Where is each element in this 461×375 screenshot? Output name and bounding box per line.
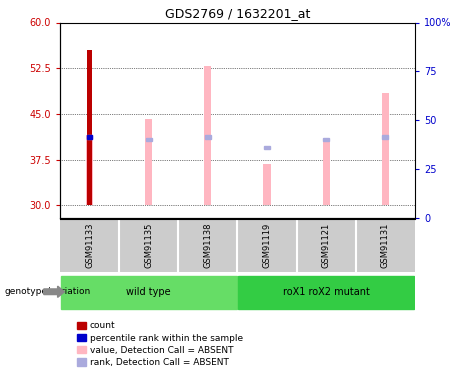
- Bar: [382, 93, 389, 206]
- Bar: [87, 135, 93, 139]
- Bar: [179, 220, 237, 272]
- Bar: [60, 220, 118, 272]
- Text: GSM91138: GSM91138: [203, 223, 213, 268]
- Bar: [86, 135, 93, 206]
- Bar: [382, 135, 388, 139]
- Text: GSM91119: GSM91119: [262, 223, 272, 268]
- Bar: [145, 119, 152, 206]
- Bar: [60, 276, 237, 309]
- Legend: count, percentile rank within the sample, value, Detection Call = ABSENT, rank, : count, percentile rank within the sample…: [74, 318, 247, 370]
- Bar: [120, 220, 177, 272]
- Text: GSM91121: GSM91121: [322, 223, 331, 268]
- Bar: [204, 66, 212, 206]
- Bar: [87, 135, 93, 139]
- Text: genotype/variation: genotype/variation: [5, 287, 91, 296]
- Bar: [205, 135, 211, 139]
- Bar: [323, 138, 329, 141]
- Text: wild type: wild type: [126, 287, 171, 297]
- Bar: [87, 50, 93, 206]
- Bar: [356, 220, 414, 272]
- Bar: [146, 138, 152, 141]
- Title: GDS2769 / 1632201_at: GDS2769 / 1632201_at: [165, 7, 310, 20]
- Text: GSM91133: GSM91133: [85, 223, 94, 268]
- Bar: [238, 276, 414, 309]
- Bar: [263, 164, 271, 206]
- Text: GSM91131: GSM91131: [381, 223, 390, 268]
- Text: GSM91135: GSM91135: [144, 223, 153, 268]
- Bar: [238, 220, 296, 272]
- Bar: [297, 220, 355, 272]
- Bar: [323, 141, 330, 206]
- Bar: [264, 146, 270, 149]
- Text: roX1 roX2 mutant: roX1 roX2 mutant: [283, 287, 370, 297]
